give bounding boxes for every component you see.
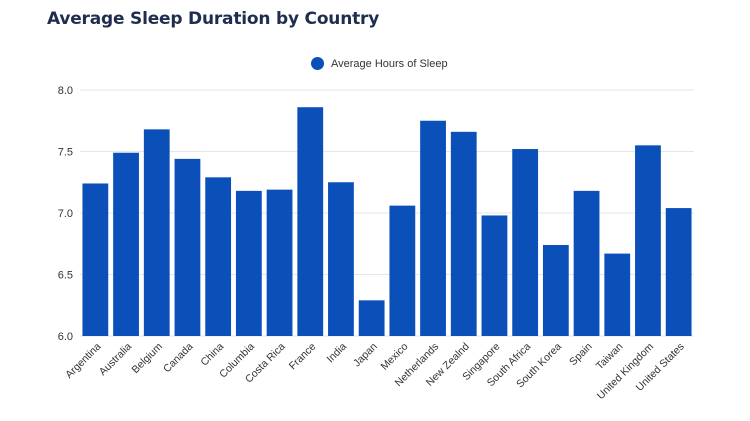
bar [481, 215, 508, 336]
bar [174, 158, 201, 336]
x-category-label: Argentina [63, 341, 103, 381]
x-category-label: Japan [351, 341, 380, 370]
bar [266, 189, 293, 336]
x-category-label: China [198, 341, 226, 369]
bar [542, 244, 569, 336]
y-tick-label: 6.0 [58, 331, 73, 343]
bar [420, 120, 446, 336]
bar [328, 182, 354, 336]
bar [573, 190, 600, 336]
x-category-label: Belgium [130, 340, 165, 375]
bar [82, 183, 109, 336]
y-tick-label: 7.5 [58, 147, 73, 159]
bar [450, 131, 477, 336]
x-category-label: India [324, 341, 349, 366]
bar [512, 149, 539, 336]
x-category-label: Spain [567, 341, 595, 369]
bar [635, 145, 661, 336]
chart-title: Average Sleep Duration by Country [47, 9, 380, 29]
bar [665, 208, 692, 336]
gridlines [80, 89, 694, 337]
x-category-label: France [287, 341, 319, 373]
x-category-label: Canada [161, 341, 196, 376]
bar [235, 190, 262, 336]
y-tick-label: 6.5 [58, 270, 73, 282]
legend: Average Hours of Sleep [311, 57, 448, 70]
bars [82, 107, 692, 336]
bar [143, 129, 170, 336]
bar [604, 253, 631, 336]
bar [113, 152, 139, 336]
y-tick-label: 8.0 [58, 85, 73, 97]
y-axis-ticks: 6.0 6.5 7.0 7.5 8.0 [58, 85, 73, 343]
bar [205, 177, 232, 336]
legend-label: Average Hours of Sleep [331, 57, 448, 70]
bar [297, 107, 324, 336]
y-tick-label: 7.0 [58, 208, 73, 220]
bar [358, 300, 385, 336]
bar [389, 205, 416, 336]
x-category-label: Australia [97, 341, 134, 378]
legend-swatch [311, 57, 324, 70]
